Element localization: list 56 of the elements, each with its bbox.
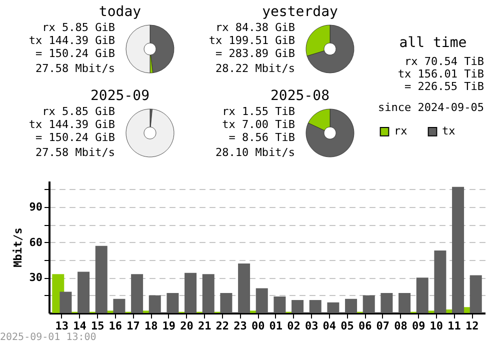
x-tick-label: 06 xyxy=(358,320,372,332)
x-tick-label: 10 xyxy=(430,320,444,332)
x-tick-label: 04 xyxy=(322,320,336,332)
text: since 2024-09-05 xyxy=(378,101,484,114)
y-tick-label: 90 xyxy=(29,200,42,214)
text: all time xyxy=(399,35,467,51)
x-tick-label: 01 xyxy=(269,320,283,332)
x-tick-label: 07 xyxy=(376,320,390,332)
x-tick-label: 19 xyxy=(162,320,176,332)
text: = 8.56 TiB xyxy=(228,131,296,144)
x-tick-label: 02 xyxy=(287,320,300,332)
x-tick-label: 00 xyxy=(251,320,265,332)
text: tx 144.39 GiB xyxy=(28,34,116,47)
x-tick-label: 15 xyxy=(90,320,104,332)
text: 2025-09-01 13:00 xyxy=(0,332,96,343)
text: rx 84.38 GiB xyxy=(216,21,296,34)
x-tick-label: 18 xyxy=(144,320,158,332)
x-tick-label: 20 xyxy=(180,320,194,332)
x-tick-label: 14 xyxy=(73,320,87,332)
text: rx 5.85 GiB xyxy=(42,105,116,118)
x-tick-label: 21 xyxy=(198,320,212,332)
text: = 150.24 GiB xyxy=(36,47,116,60)
text: rx 5.85 GiB xyxy=(42,21,116,34)
text: = 283.89 GiB xyxy=(216,47,296,60)
y-axis-title: Mbit/s xyxy=(11,228,24,268)
x-tick-label: 13 xyxy=(55,320,69,332)
x-tick-label: 11 xyxy=(448,320,462,332)
text: 28.10 Mbit/s xyxy=(216,146,295,159)
text: 27.58 Mbit/s xyxy=(36,62,115,75)
text: tx 7.00 TiB xyxy=(222,118,296,131)
text: 27.58 Mbit/s xyxy=(36,146,115,159)
x-tick-label: 08 xyxy=(394,320,408,332)
x-tick-label: 17 xyxy=(126,320,140,332)
text: = 150.24 GiB xyxy=(36,131,116,144)
x-tick-label: 12 xyxy=(465,320,479,332)
text: rx 1.55 TiB xyxy=(222,105,296,118)
legend-label: rx xyxy=(394,124,408,138)
x-tick-label: 03 xyxy=(304,320,318,332)
chart-title: 2025-09 xyxy=(90,88,150,104)
text: tx 199.51 GiB xyxy=(208,34,296,47)
chart-title: yesterday xyxy=(262,4,338,20)
chart-title: today xyxy=(98,4,142,20)
x-tick-label: 23 xyxy=(234,320,247,332)
chart-title: 2025-08 xyxy=(270,88,330,104)
y-tick-label: 60 xyxy=(29,236,42,249)
x-tick-label: 16 xyxy=(108,320,122,332)
x-tick-label: 09 xyxy=(412,320,426,332)
x-tick-label: 22 xyxy=(216,320,230,332)
x-tick-label: 05 xyxy=(340,320,354,332)
text: tx 144.39 GiB xyxy=(28,118,116,131)
y-tick-label: 30 xyxy=(29,271,42,284)
text: rx 70.54 TiB xyxy=(404,55,484,68)
text: tx 156.01 TiB xyxy=(398,68,484,80)
text: 28.22 Mbit/s xyxy=(216,62,295,75)
legend-label: tx xyxy=(442,124,456,138)
text: = 226.55 TiB xyxy=(404,80,484,93)
